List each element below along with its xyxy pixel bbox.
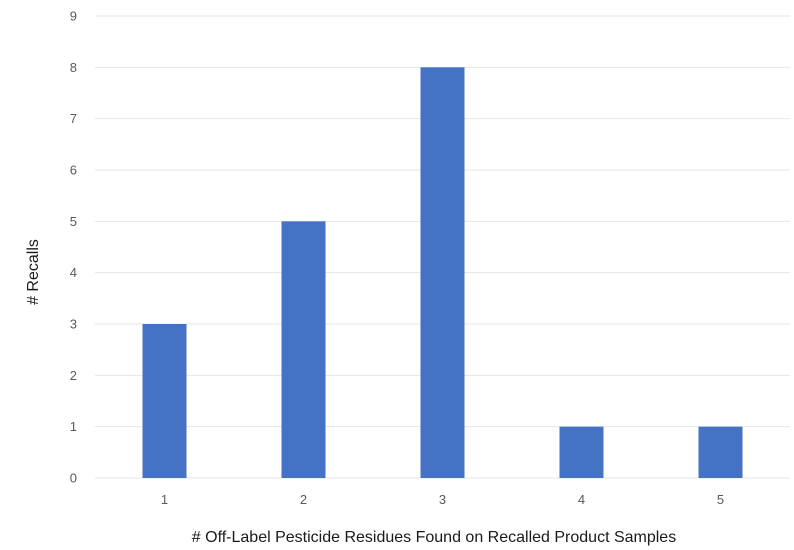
y-tick-label-9: 9 <box>70 9 77 24</box>
y-tick-label-0: 0 <box>70 471 77 486</box>
x-axis-title: # Off-Label Pesticide Residues Found on … <box>192 529 676 546</box>
x-tick-label-2: 2 <box>300 492 307 507</box>
bars <box>142 67 743 479</box>
x-tick-label-5: 5 <box>717 492 724 507</box>
x-tick-label-4: 4 <box>578 492 585 507</box>
bar-3 <box>420 67 465 478</box>
bar-1 <box>142 324 187 478</box>
y-axis-tick-labels: 0 1 2 3 4 5 6 7 8 9 <box>70 9 77 486</box>
y-tick-label-8: 8 <box>70 60 77 75</box>
y-tick-label-2: 2 <box>70 368 77 383</box>
bar-5 <box>698 426 743 478</box>
x-tick-label-3: 3 <box>439 492 446 507</box>
y-tick-label-6: 6 <box>70 163 77 178</box>
x-tick-label-1: 1 <box>161 492 168 507</box>
bar-4 <box>559 426 604 478</box>
y-tick-label-3: 3 <box>70 317 77 332</box>
y-axis-title: # Recalls <box>25 239 42 305</box>
y-tick-label-5: 5 <box>70 214 77 229</box>
y-tick-label-1: 1 <box>70 419 77 434</box>
bar-2 <box>281 221 326 479</box>
y-tick-label-4: 4 <box>70 265 77 280</box>
y-tick-label-7: 7 <box>70 111 77 126</box>
x-axis-tick-labels: 1 2 3 4 5 <box>161 492 724 507</box>
